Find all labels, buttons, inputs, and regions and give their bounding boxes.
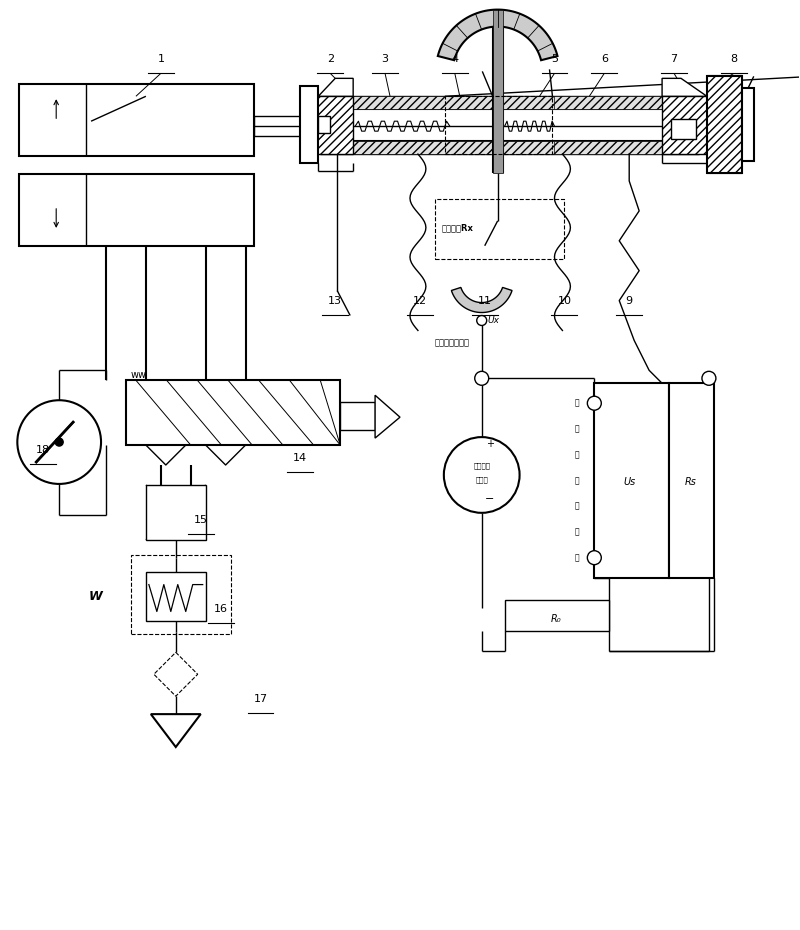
Bar	[300, 86, 318, 163]
Bar	[493, 9, 502, 173]
Circle shape	[477, 315, 486, 326]
Bar	[320, 97, 699, 109]
Circle shape	[474, 371, 489, 385]
Bar	[19, 174, 254, 246]
Text: 接结电阻Rx: 接结电阻Rx	[442, 224, 474, 232]
Text: 8: 8	[730, 55, 738, 64]
Text: R₀: R₀	[551, 615, 562, 624]
Polygon shape	[662, 78, 707, 97]
Bar	[146, 572, 206, 621]
Circle shape	[18, 400, 101, 484]
Text: 集: 集	[575, 502, 580, 511]
Bar	[340, 402, 375, 430]
Text: 7: 7	[670, 55, 678, 64]
Bar	[435, 199, 565, 259]
Text: +: +	[486, 439, 494, 449]
Text: Us: Us	[623, 477, 635, 487]
Text: 电: 电	[575, 527, 580, 537]
Bar	[19, 85, 254, 156]
Text: 6: 6	[601, 55, 608, 64]
Text: 压: 压	[575, 450, 580, 459]
Bar	[505, 600, 610, 631]
Text: 2: 2	[326, 55, 334, 64]
Bar	[131, 554, 230, 634]
Text: 14: 14	[294, 453, 307, 463]
Bar	[554, 97, 699, 109]
Text: 5: 5	[551, 55, 558, 64]
Bar	[318, 116, 330, 133]
Text: 9: 9	[626, 296, 633, 306]
Bar	[594, 383, 669, 578]
Text: 18: 18	[36, 445, 50, 455]
Circle shape	[702, 371, 716, 385]
Bar	[320, 141, 699, 154]
Text: 3: 3	[382, 55, 389, 64]
Circle shape	[55, 438, 63, 446]
Text: 接电压采集电路: 接电压采集电路	[435, 339, 470, 348]
Text: 16: 16	[214, 604, 228, 615]
Bar	[445, 97, 553, 154]
Text: 11: 11	[478, 296, 492, 306]
Text: W: W	[89, 590, 103, 603]
Text: 13: 13	[328, 296, 342, 306]
Text: 电: 电	[575, 424, 580, 433]
Text: 12: 12	[413, 296, 427, 306]
Text: ww: ww	[131, 370, 147, 380]
Polygon shape	[451, 287, 512, 312]
Bar	[669, 383, 714, 578]
Bar	[742, 88, 754, 161]
Text: Rs: Rs	[685, 477, 697, 487]
Bar	[707, 76, 742, 173]
Bar	[554, 141, 699, 154]
Circle shape	[444, 437, 519, 512]
Bar	[126, 380, 340, 445]
Polygon shape	[318, 78, 353, 97]
Text: 4: 4	[451, 55, 458, 64]
Polygon shape	[375, 395, 400, 438]
Circle shape	[587, 551, 602, 565]
Text: 接: 接	[575, 398, 580, 407]
Text: 采: 采	[575, 476, 580, 485]
Polygon shape	[438, 9, 558, 60]
Text: 1: 1	[158, 55, 164, 64]
Text: 15: 15	[194, 515, 208, 525]
Text: 稳压源: 稳压源	[475, 476, 488, 483]
Text: 路: 路	[575, 553, 580, 563]
Bar	[146, 485, 206, 539]
Bar	[671, 119, 696, 140]
Text: 17: 17	[254, 694, 267, 704]
Bar	[315, 97, 353, 154]
Text: Ux: Ux	[488, 316, 500, 326]
Text: 电阻测试: 电阻测试	[474, 462, 490, 469]
Polygon shape	[151, 714, 201, 747]
Circle shape	[587, 396, 602, 410]
Text: −: −	[485, 494, 494, 504]
Bar	[662, 97, 707, 154]
Text: 10: 10	[558, 296, 571, 306]
